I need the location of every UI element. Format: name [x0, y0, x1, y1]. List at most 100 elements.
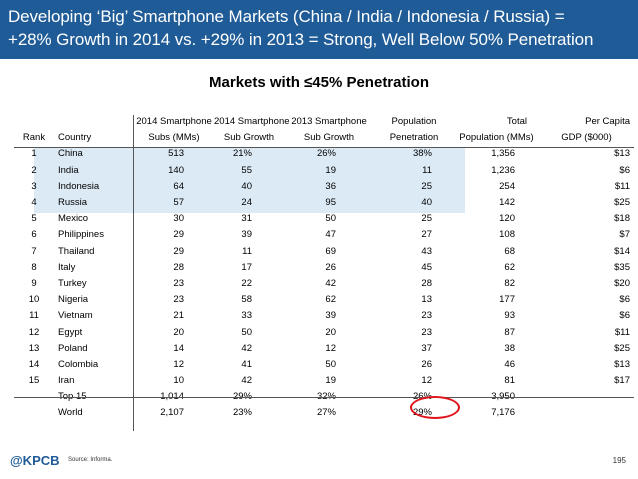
subs-cell: 23 — [173, 277, 184, 289]
penetration-cell: 43 — [421, 245, 432, 257]
growth-2013-cell: 39 — [325, 310, 336, 322]
markets-table: 2014 Smartphone 2014 Smartphone 2013 Sma… — [14, 114, 634, 422]
gdp-cell: $11 — [614, 326, 630, 338]
growth-2013-cell: 32% — [316, 391, 336, 403]
col-header-population: Population (MMs) — [459, 132, 534, 144]
population-cell: 108 — [499, 229, 515, 241]
gdp-cell — [539, 405, 634, 421]
country-cell: Mexico — [58, 213, 89, 225]
population-cell: 177 — [499, 294, 515, 306]
growth-2013-cell: 95 — [325, 197, 336, 209]
col-header-top: 2014 Smartphone — [136, 116, 212, 128]
penetration-cell: 23 — [421, 326, 432, 338]
growth-2013-cell: 69 — [325, 245, 336, 257]
totals-divider — [14, 397, 634, 398]
population-cell: 142 — [499, 197, 515, 209]
rank-cell: 11 — [29, 310, 39, 322]
growth-2013-cell: 19 — [325, 164, 336, 176]
population-cell: 68 — [504, 245, 515, 257]
growth-2014-cell: 41 — [241, 358, 252, 370]
col-header-top: 2013 Smartphone — [291, 116, 367, 128]
country-cell: Nigeria — [58, 294, 89, 306]
growth-2013-cell: 20 — [325, 326, 336, 338]
population-cell: 254 — [499, 180, 515, 192]
subs-cell: 20 — [173, 326, 184, 338]
empty-rank-cell — [14, 405, 54, 421]
col-header-top — [54, 114, 134, 130]
population-cell: 87 — [504, 326, 515, 338]
growth-2014-cell: 31 — [241, 213, 252, 225]
total-label-cell: World — [58, 407, 83, 419]
rank-divider — [133, 115, 134, 431]
subs-cell: 10 — [173, 375, 184, 387]
population-cell: 3,950 — [491, 391, 515, 403]
rank-cell: 1 — [31, 148, 37, 160]
growth-2014-cell: 29% — [232, 391, 252, 403]
growth-2013-cell: 19 — [325, 375, 336, 387]
table-row: 1 China 513 21% 26% 38% 1,356 $13 — [14, 146, 634, 162]
growth-2014-cell: 24 — [241, 197, 252, 209]
col-header-gdp: GDP ($000) — [561, 132, 612, 144]
table-row: 3 Indonesia 64 40 36 25 254 $11 — [14, 179, 634, 195]
growth-2014-cell: 21% — [232, 148, 252, 160]
gdp-cell: $6 — [619, 310, 630, 322]
gdp-cell: $7 — [619, 229, 630, 241]
slide-title-line-1: Developing ‘Big’ Smartphone Markets (Chi… — [8, 7, 565, 26]
table-row: 13 Poland 14 42 12 37 38 $25 — [14, 341, 634, 357]
country-cell: India — [58, 164, 79, 176]
growth-2014-cell: 40 — [241, 180, 252, 192]
growth-2014-cell: 39 — [241, 229, 252, 241]
growth-2013-cell: 26% — [316, 148, 336, 160]
growth-2014-cell: 22 — [241, 277, 252, 289]
growth-2014-cell: 42 — [241, 375, 252, 387]
country-cell: China — [58, 148, 83, 160]
gdp-cell: $6 — [619, 164, 630, 176]
rank-cell: 14 — [28, 358, 40, 370]
page-number: 195 — [612, 456, 626, 465]
penetration-cell: 25 — [421, 213, 432, 225]
subs-cell: 140 — [168, 164, 184, 176]
slide-header: Developing ‘Big’ Smartphone Markets (Chi… — [0, 0, 638, 59]
penetration-cell: 11 — [422, 164, 432, 176]
rank-cell: 3 — [31, 180, 37, 192]
penetration-cell: 13 — [421, 294, 432, 306]
country-cell: Poland — [58, 342, 88, 354]
col-header-top — [14, 114, 54, 130]
penetration-cell: 12 — [421, 375, 432, 387]
rank-cell: 15 — [28, 375, 40, 387]
subs-cell: 28 — [173, 261, 184, 273]
rank-cell: 4 — [31, 197, 37, 209]
subs-cell: 513 — [168, 148, 184, 160]
country-cell: Philippines — [58, 229, 104, 241]
col-header-top: Population — [391, 116, 437, 128]
population-cell: 82 — [504, 277, 515, 289]
header-divider — [14, 147, 634, 148]
gdp-cell: $13 — [614, 148, 630, 160]
table-row: 9 Turkey 23 22 42 28 82 $20 — [14, 276, 634, 292]
population-cell: 120 — [499, 213, 515, 225]
penetration-cell: 27 — [421, 229, 432, 241]
table-row: 14 Colombia 12 41 50 26 46 $13 — [14, 357, 634, 373]
growth-2013-cell: 47 — [325, 229, 336, 241]
population-cell: 7,176 — [491, 407, 515, 419]
col-header-top: 2014 Smartphone — [214, 116, 290, 128]
subs-cell: 29 — [173, 229, 184, 241]
totals-row: World 2,107 23% 27% 29% 7,176 — [14, 405, 634, 421]
growth-2014-cell: 33 — [241, 310, 252, 322]
subs-cell: 14 — [173, 342, 184, 354]
col-header-country: Country — [58, 132, 92, 144]
table-row: 2 India 140 55 19 11 1,236 $6 — [14, 163, 634, 179]
penetration-cell: 45 — [421, 261, 432, 273]
slide-title-line-2: +28% Growth in 2014 vs. +29% in 2013 = S… — [8, 30, 594, 49]
subs-cell: 23 — [173, 294, 184, 306]
rank-cell: 10 — [28, 294, 40, 306]
gdp-cell: $20 — [614, 277, 630, 289]
col-header-penetration: Penetration — [389, 132, 439, 144]
rank-cell: 9 — [31, 277, 37, 289]
subs-cell: 12 — [173, 358, 184, 370]
growth-2014-cell: 58 — [241, 294, 252, 306]
col-header-top: Total — [506, 116, 527, 128]
growth-2014-cell: 55 — [241, 164, 252, 176]
subs-cell: 64 — [173, 180, 184, 192]
growth-2014-cell: 23% — [232, 407, 252, 419]
